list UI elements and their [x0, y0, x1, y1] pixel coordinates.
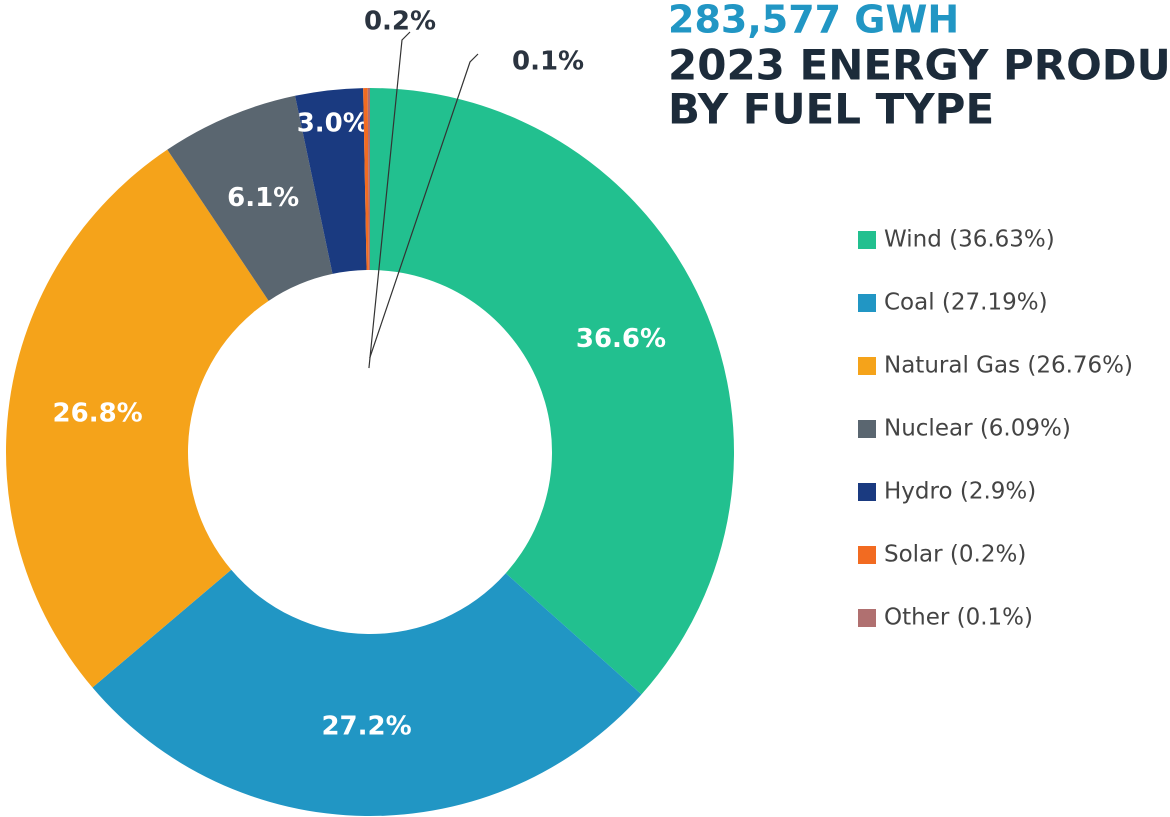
chart-title: BY FUEL TYPE [668, 85, 994, 134]
legend-swatch [858, 609, 876, 627]
data-label: 0.2% [364, 7, 436, 37]
donut-slice [367, 88, 370, 271]
legend-swatch [858, 294, 876, 312]
legend-swatch [858, 546, 876, 564]
legend-label: Hydro (2.9%) [884, 479, 1036, 505]
legend-swatch [858, 357, 876, 375]
donut-slice [5, 149, 269, 688]
legend-label: Solar (0.2%) [884, 542, 1026, 568]
legend-label: Coal (27.19%) [884, 290, 1048, 316]
legend-swatch [858, 420, 876, 438]
chart-subtitle: 283,577 GWH [668, 0, 959, 42]
legend-swatch [858, 483, 876, 501]
donut-slice [92, 569, 642, 817]
leader-line [368, 31, 411, 369]
legend-label: Other (0.1%) [884, 605, 1033, 631]
donut-slice [370, 88, 735, 695]
legend-label: Nuclear (6.09%) [884, 416, 1071, 442]
legend-swatch [858, 231, 876, 249]
donut-slice [295, 88, 367, 274]
donut-slice [363, 88, 369, 271]
leader-line [369, 53, 479, 359]
data-label: 6.1% [227, 183, 299, 213]
data-label: 3.0% [297, 109, 369, 139]
data-label: 36.6% [576, 324, 666, 354]
data-label: 27.2% [321, 711, 411, 741]
data-label: 0.1% [512, 47, 584, 77]
legend-label: Natural Gas (26.76%) [884, 353, 1133, 379]
data-label: 26.8% [53, 399, 143, 429]
legend-label: Wind (36.63%) [884, 227, 1055, 253]
chart-title: 2023 ENERGY PRODU [668, 41, 1170, 90]
donut-slice [167, 95, 333, 301]
